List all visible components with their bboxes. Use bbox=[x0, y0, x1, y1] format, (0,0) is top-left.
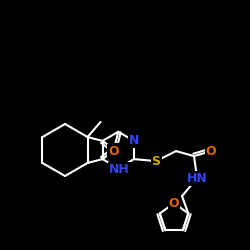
Text: HN: HN bbox=[187, 172, 208, 184]
Text: NH: NH bbox=[109, 163, 130, 176]
Text: O: O bbox=[108, 145, 118, 158]
Text: N: N bbox=[129, 134, 139, 147]
Text: O: O bbox=[169, 196, 179, 209]
Text: S: S bbox=[152, 154, 160, 168]
Text: O: O bbox=[206, 144, 216, 158]
Text: S: S bbox=[110, 144, 119, 156]
